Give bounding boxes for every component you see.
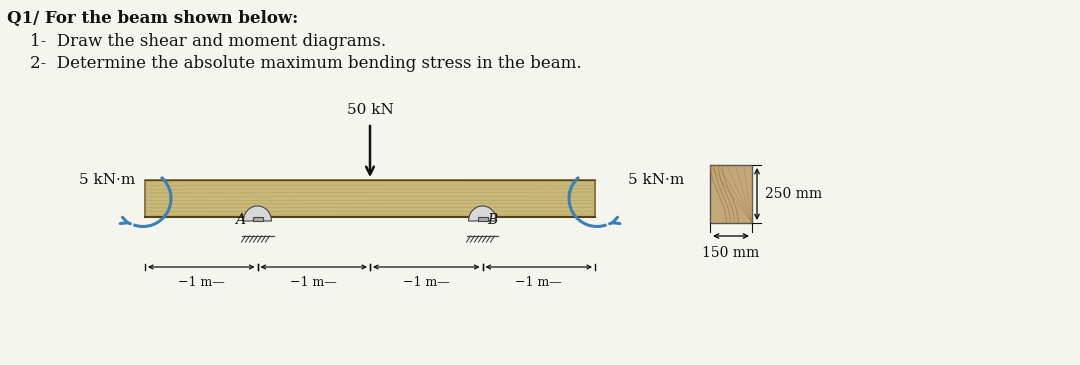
- Text: 2-  Determine the absolute maximum bending stress in the beam.: 2- Determine the absolute maximum bendin…: [30, 55, 582, 72]
- Text: B: B: [487, 213, 498, 227]
- Text: 50 kN: 50 kN: [347, 103, 393, 117]
- Polygon shape: [145, 180, 595, 217]
- Text: 5 kN·m: 5 kN·m: [79, 173, 135, 188]
- Text: 150 mm: 150 mm: [702, 246, 759, 260]
- Polygon shape: [253, 217, 262, 221]
- Text: 1-  Draw the shear and moment diagrams.: 1- Draw the shear and moment diagrams.: [30, 33, 387, 50]
- Text: −1 m—: −1 m—: [515, 276, 562, 289]
- Text: −1 m—: −1 m—: [291, 276, 337, 289]
- Text: −1 m—: −1 m—: [403, 276, 449, 289]
- Text: A: A: [235, 213, 245, 227]
- Polygon shape: [243, 206, 271, 221]
- Text: Q1/ For the beam shown below:: Q1/ For the beam shown below:: [6, 10, 298, 27]
- Text: 5 kN·m: 5 kN·m: [627, 173, 685, 188]
- Polygon shape: [469, 206, 497, 221]
- Polygon shape: [710, 165, 752, 223]
- Text: −1 m—: −1 m—: [178, 276, 225, 289]
- Text: 250 mm: 250 mm: [765, 187, 822, 201]
- Polygon shape: [477, 217, 487, 221]
